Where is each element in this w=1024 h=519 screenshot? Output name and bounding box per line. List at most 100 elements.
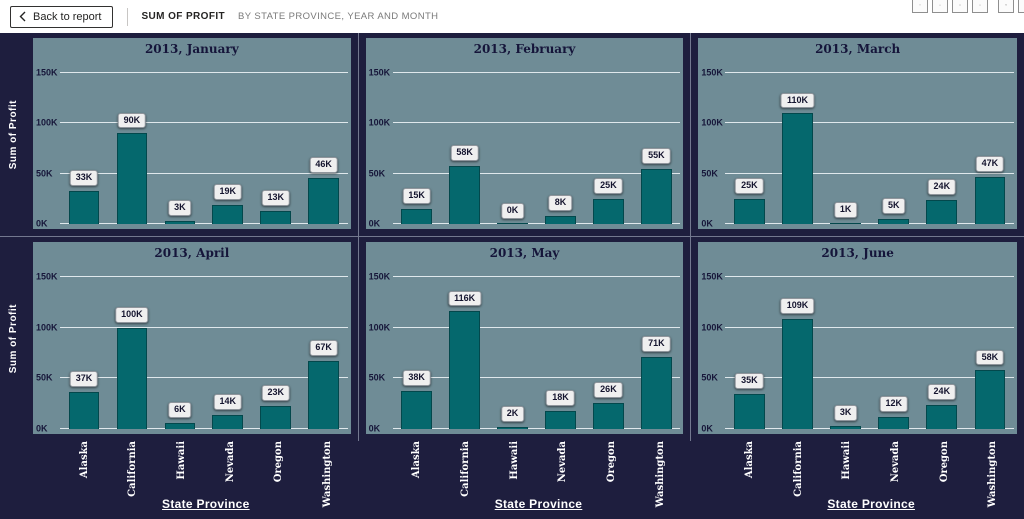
bar-california[interactable] bbox=[449, 165, 480, 224]
y-axis-title: Sum of Profit bbox=[7, 99, 19, 170]
bar-slot-oregon: 24K bbox=[918, 269, 966, 429]
bar-california[interactable] bbox=[782, 113, 813, 224]
x-axis-label-alaska: Alaska bbox=[411, 441, 423, 479]
bar-oregon[interactable] bbox=[260, 210, 292, 224]
bar-slot-nevada: 12K bbox=[870, 269, 918, 429]
bar-slot-washington: 71K bbox=[632, 269, 680, 429]
bar-california[interactable] bbox=[449, 311, 480, 429]
bar-value-label: 13K bbox=[261, 190, 290, 206]
bar-washington[interactable] bbox=[974, 370, 1006, 429]
x-axis-label-slot: Hawaii bbox=[823, 441, 872, 497]
bar-alaska[interactable] bbox=[401, 208, 432, 224]
plot-area: 150K 100K 50K 0K 37K 100K 6K 14K 23K 67K bbox=[33, 269, 348, 433]
bar-nevada[interactable] bbox=[212, 414, 244, 429]
y-axis-title-cell-row1: Sum of Profit bbox=[0, 33, 26, 237]
y-tick-label: 0K bbox=[368, 423, 381, 434]
toolbar-divider bbox=[127, 7, 129, 26]
bar-slot-hawaii: 2K bbox=[489, 269, 537, 429]
y-tick-label: 100K bbox=[368, 322, 391, 333]
expand-all-icon bbox=[979, 4, 981, 6]
bar-value-label: 3K bbox=[833, 405, 858, 421]
bar-nevada[interactable] bbox=[878, 218, 910, 224]
gridline-50k bbox=[60, 377, 348, 379]
bar-washington[interactable] bbox=[974, 176, 1006, 224]
bar-hawaii[interactable] bbox=[830, 223, 861, 224]
x-axis-label-slot: Nevada bbox=[206, 441, 255, 497]
bar-hawaii[interactable] bbox=[830, 425, 861, 429]
plot-area: 150K 100K 50K 0K 33K 90K 3K 19K 13K 46K bbox=[33, 65, 348, 228]
bar-value-label: 109K bbox=[780, 297, 815, 314]
bar-oregon[interactable] bbox=[593, 198, 624, 224]
bar-washington[interactable] bbox=[308, 361, 339, 429]
bar-hawaii[interactable] bbox=[497, 223, 528, 224]
chevron-left-icon bbox=[19, 11, 26, 22]
y-tick-label: 0K bbox=[368, 218, 381, 229]
gridline-150k bbox=[60, 71, 348, 73]
bar-value-label: 24K bbox=[927, 384, 957, 400]
bar-oregon[interactable] bbox=[260, 405, 292, 429]
plot-area: 150K 100K 50K 0K 38K 116K 2K 18K 26K 71K bbox=[366, 269, 681, 433]
panel-title: 2013, April bbox=[154, 246, 230, 260]
x-axis-title: State Province bbox=[162, 497, 250, 511]
bar-california[interactable] bbox=[782, 318, 813, 429]
bar-nevada[interactable] bbox=[545, 410, 576, 429]
gridline-150k bbox=[60, 276, 348, 277]
bar-hawaii[interactable] bbox=[497, 426, 528, 429]
bar-slot-washington: 55K bbox=[632, 65, 680, 224]
x-axis-label-oregon: Oregon bbox=[605, 441, 617, 483]
bar-value-label: 90K bbox=[117, 112, 147, 129]
back-to-report-button[interactable]: Back to report bbox=[10, 5, 114, 28]
gridline-0k bbox=[60, 223, 348, 224]
bar-washington[interactable] bbox=[641, 357, 672, 429]
x-axis-label-slot: Nevada bbox=[871, 441, 920, 497]
plot-area: 150K 100K 50K 0K 35K 109K 3K 12K 24K 58K bbox=[698, 269, 1014, 433]
bar-california[interactable] bbox=[116, 327, 148, 429]
expand-all-button[interactable] bbox=[972, 0, 988, 13]
x-axis-title: State Province bbox=[827, 497, 915, 511]
bar-slot-nevada: 19K bbox=[204, 65, 252, 224]
bar-slot-nevada: 18K bbox=[537, 269, 585, 429]
x-axis-label-alaska: Alaska bbox=[78, 441, 90, 479]
bar-slot-oregon: 13K bbox=[252, 65, 300, 224]
y-tick-label: 0K bbox=[701, 218, 713, 229]
drill-down-button[interactable] bbox=[932, 0, 948, 13]
bar-hawaii[interactable] bbox=[164, 422, 196, 429]
bar-slot-california: 116K bbox=[441, 269, 489, 429]
bar-alaska[interactable] bbox=[401, 390, 432, 429]
gridline-150k bbox=[725, 276, 1014, 277]
bar-slot-oregon: 25K bbox=[584, 65, 632, 224]
y-tick-label: 50K bbox=[36, 168, 53, 179]
filter-button[interactable] bbox=[998, 0, 1014, 13]
bar-oregon[interactable] bbox=[926, 404, 958, 429]
bar-california[interactable] bbox=[116, 133, 148, 224]
y-axis-title: Sum of Profit bbox=[7, 304, 19, 374]
bar-oregon[interactable] bbox=[926, 199, 958, 224]
bar-alaska[interactable] bbox=[733, 198, 765, 224]
clipped-edge-button-button[interactable] bbox=[1018, 0, 1024, 13]
panel-2013-march: 2013, March 150K 100K 50K 0K 25K 110K 1K 5K 24K 4… bbox=[698, 38, 1017, 229]
bar-oregon[interactable] bbox=[593, 402, 624, 429]
bar-nevada[interactable] bbox=[545, 215, 576, 224]
bar-hawaii[interactable] bbox=[164, 220, 196, 224]
panel-2013-june: 2013, June 150K 100K 50K 0K 35K 109K 3K 12K 24K 5… bbox=[698, 242, 1017, 434]
bar-value-label: 2K bbox=[500, 406, 525, 422]
gridline-0k bbox=[392, 428, 681, 429]
drill-up-icon bbox=[919, 4, 921, 6]
bar-nevada[interactable] bbox=[878, 416, 910, 429]
bar-alaska[interactable] bbox=[68, 391, 100, 429]
bar-washington[interactable] bbox=[308, 177, 339, 224]
bar-washington[interactable] bbox=[641, 168, 672, 224]
drill-up-button[interactable] bbox=[912, 0, 928, 13]
show-next-level-button[interactable] bbox=[952, 0, 968, 13]
y-tick-label: 100K bbox=[368, 117, 391, 128]
y-tick-label: 0K bbox=[36, 218, 48, 229]
bar-slot-california: 110K bbox=[773, 65, 821, 224]
bar-alaska[interactable] bbox=[733, 393, 765, 429]
x-axis-label-oregon: Oregon bbox=[273, 441, 285, 483]
panel-2013-february: 2013, February 150K 100K 50K 0K 15K 58K 0K 8K 25… bbox=[365, 38, 684, 229]
bar-alaska[interactable] bbox=[68, 190, 100, 224]
bar-nevada[interactable] bbox=[212, 204, 244, 224]
x-axis-label-slot: Alaska bbox=[725, 441, 774, 497]
gridline-50k bbox=[60, 172, 348, 174]
show-next-level-icon bbox=[959, 4, 961, 6]
